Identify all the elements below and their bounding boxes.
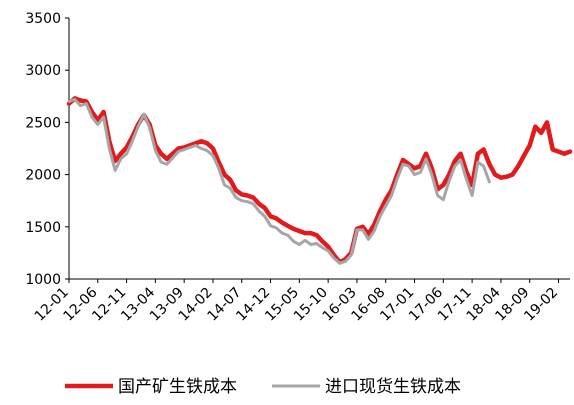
x-tick-label: 19-02 — [521, 285, 561, 325]
y-tick-label: 2000 — [25, 168, 61, 184]
y-tick-label: 2500 — [25, 115, 61, 131]
legend-label-2: 进口现货生铁成本 — [325, 377, 461, 397]
y-tick-label: 1000 — [25, 272, 61, 288]
legend-label-1: 国产矿生铁成本 — [118, 377, 237, 397]
series-line-2 — [67, 97, 491, 265]
y-tick-label: 1500 — [25, 220, 61, 236]
y-tick-label: 3500 — [25, 11, 61, 27]
y-tick-label: 3000 — [25, 63, 61, 79]
series-line-1 — [66, 96, 573, 265]
